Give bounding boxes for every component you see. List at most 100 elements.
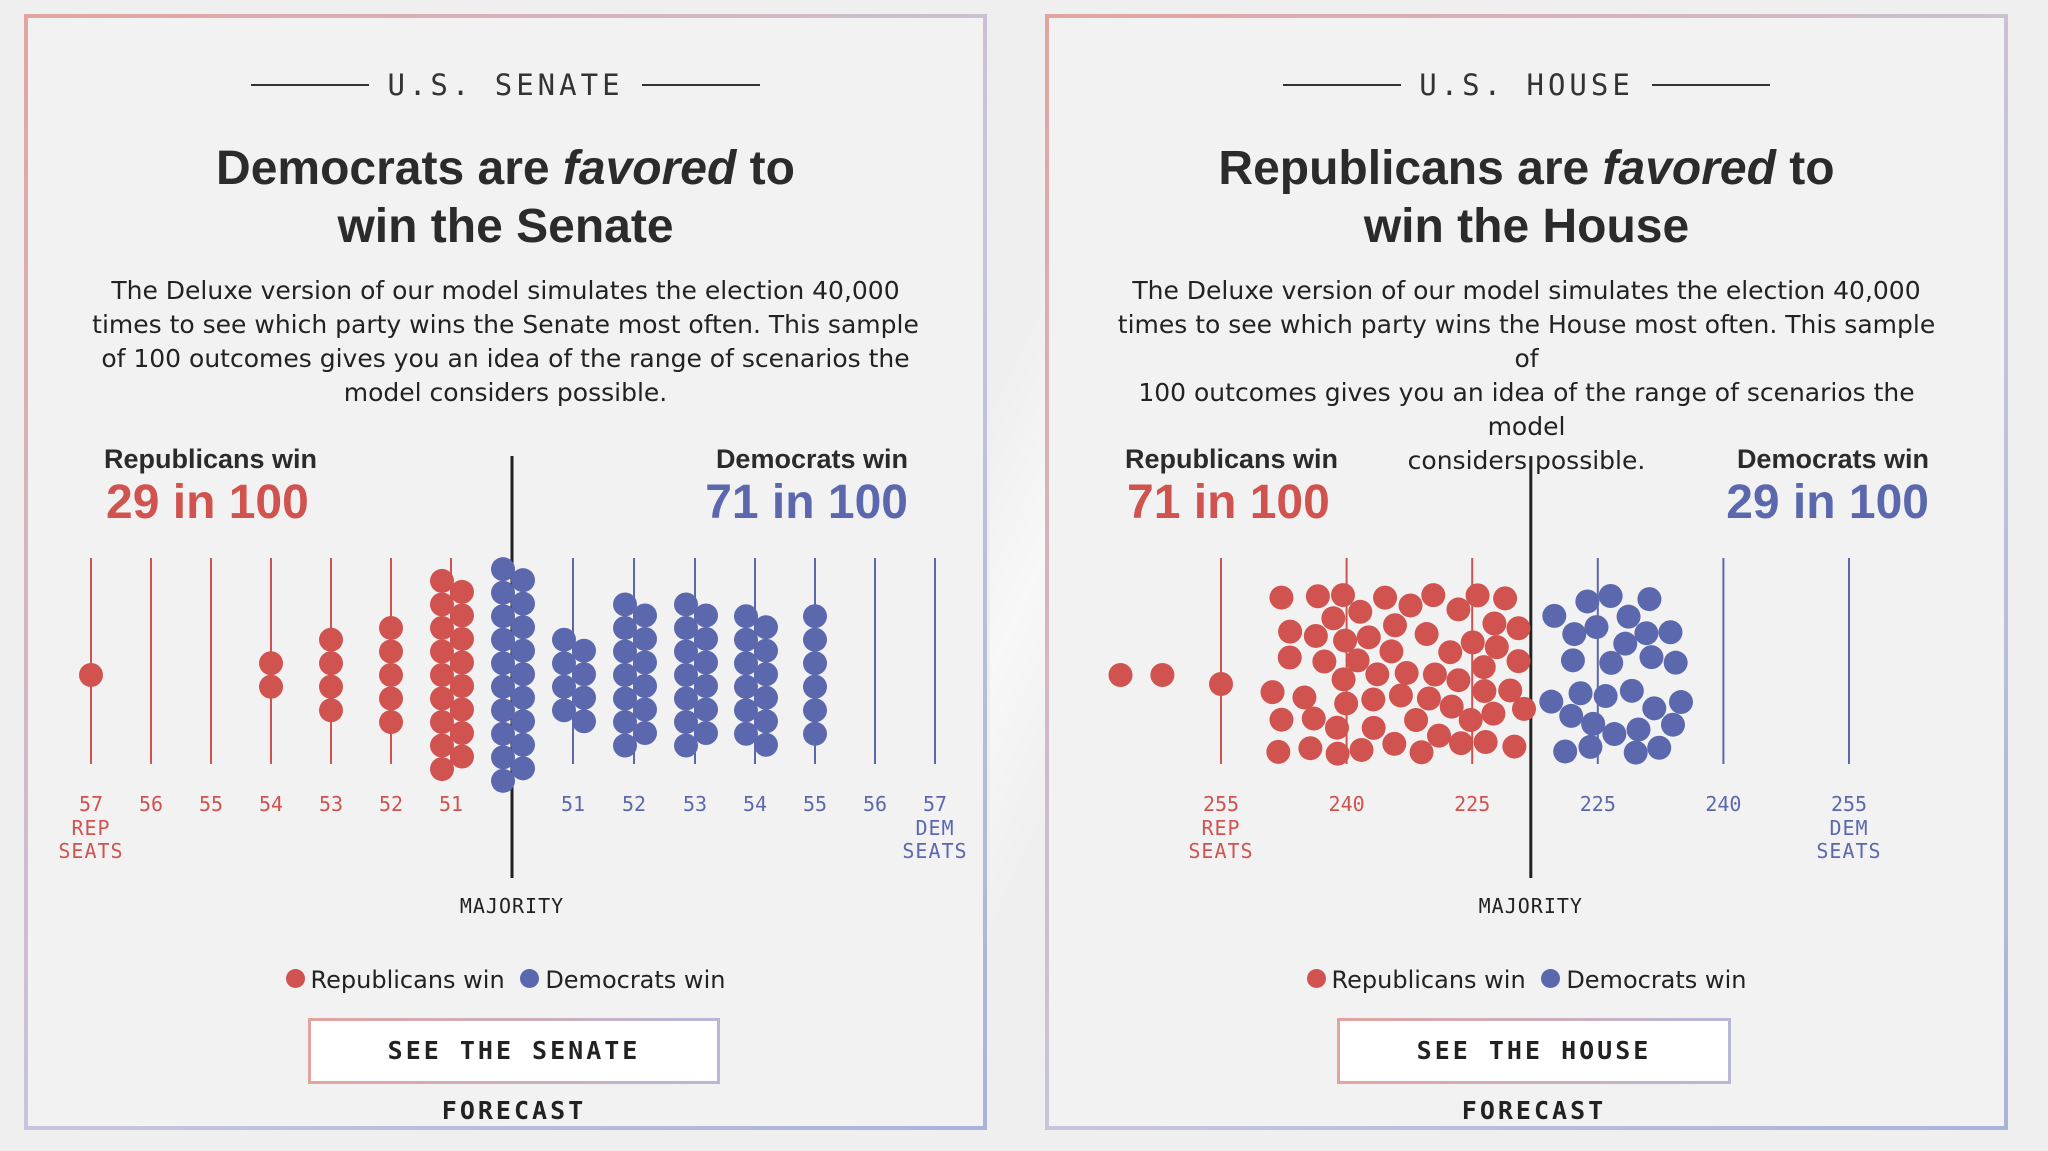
legend-dem-label: Democrats win: [1566, 966, 1747, 994]
rep-win-label: Republicans win: [104, 444, 317, 474]
blurb-line: of 100 outcomes gives you an idea of the…: [101, 344, 910, 373]
dem-outcome-dot: [633, 626, 657, 651]
rep-outcome-dot: [1382, 731, 1407, 756]
dem-outcome-dot: [633, 674, 657, 698]
rep-outcome-dot: [430, 639, 454, 664]
dem-outcome-dot: [754, 662, 778, 687]
rep-outcome-dot: [1321, 606, 1346, 631]
seat-tick-label: 51: [439, 792, 463, 816]
rep-outcome-dot: [1422, 662, 1447, 687]
rep-outcome-dot: [1305, 584, 1330, 609]
seat-tick-label: 57: [79, 792, 103, 816]
rep-outcome-dot: [1511, 696, 1536, 721]
dem-outcome-dot: [613, 686, 637, 711]
seat-tick-label: 54: [743, 792, 767, 816]
dem-outcome-dot: [1634, 621, 1659, 646]
rep-outcome-dot: [1379, 639, 1404, 664]
dem-outcome-dot: [1542, 603, 1567, 628]
dem-outcome-dot: [552, 674, 576, 699]
seat-tick-label: 57: [923, 792, 947, 816]
headline-text: to: [736, 142, 795, 195]
dem-outcome-dot: [491, 627, 515, 652]
rep-outcome-dot: [1446, 668, 1471, 693]
dem-outcome-dot: [511, 638, 535, 663]
dem-outcome-dot: [1602, 722, 1627, 747]
seat-tick-label: 51: [561, 792, 585, 816]
dem-outcome-dot: [694, 697, 718, 722]
seat-tick-label: 53: [683, 792, 707, 816]
blurb-line: The Deluxe version of our model simulate…: [111, 276, 900, 305]
dem-outcome-dot: [694, 674, 718, 698]
seat-tick-label: 240: [1705, 792, 1741, 816]
dem-outcome-dot: [613, 710, 637, 735]
rep-outcome-dot: [1333, 628, 1358, 653]
legend-dem-label: Democrats win: [545, 966, 726, 994]
rep-outcome-dot: [1472, 679, 1497, 704]
dem-outcome-dot: [572, 685, 596, 710]
dem-outcome-dot: [1581, 711, 1606, 736]
rep-outcome-dot: [450, 744, 474, 769]
rep-outcome-dot: [430, 733, 454, 758]
rep-outcome-dot: [1404, 708, 1429, 733]
see-house-forecast-button[interactable]: SEE THE HOUSE FORECAST: [1337, 1018, 1731, 1125]
rep-outcome-dot: [1356, 625, 1381, 650]
dem-outcome-dot: [1613, 631, 1638, 656]
dem-outcome-dot: [1553, 739, 1578, 764]
rep-outcome-dot: [1473, 729, 1498, 754]
kicker-rule-left: [251, 84, 370, 86]
headline-line2: win the Senate: [337, 200, 674, 253]
rep-outcome-dot: [1484, 635, 1509, 660]
rep-outcome-dot: [1373, 585, 1398, 610]
rep-outcome-dot: [1150, 663, 1175, 687]
rep-outcome-dot: [1446, 597, 1471, 622]
dem-outcome-dot: [511, 615, 535, 640]
house-card: U.S. HOUSE Republicans are favored to wi…: [1045, 14, 2008, 1130]
rep-outcome-dot: [1421, 583, 1446, 608]
dem-outcome-dot: [633, 721, 657, 746]
dem-outcome-dot: [1658, 620, 1683, 645]
rep-outcome-dot: [450, 674, 474, 698]
rep-outcome-dot: [1498, 678, 1523, 703]
see-senate-forecast-button[interactable]: SEE THE SENATE FORECAST: [308, 1018, 720, 1125]
dem-outcome-dot: [1642, 696, 1667, 721]
rep-outcome-dot: [319, 627, 343, 652]
blurb-line: 100 outcomes gives you an idea of the ra…: [1138, 378, 1915, 441]
rep-outcome-dot: [1506, 616, 1531, 641]
dem-outcome-dot: [491, 557, 515, 582]
dem-outcome-dot: [491, 674, 515, 699]
rep-outcome-dot: [379, 710, 403, 735]
rep-outcome-dot: [1278, 619, 1303, 644]
rep-outcome-dot: [450, 697, 474, 722]
dem-outcome-dot: [1578, 734, 1603, 759]
headline-text: Democrats are: [216, 142, 563, 195]
rep-outcome-dot: [1493, 586, 1518, 611]
blurb-line: considers possible.: [1407, 446, 1646, 475]
dem-outcome-dot: [552, 698, 576, 723]
dem-outcome-dot: [734, 721, 758, 746]
senate-legend: Republicans win Democrats win: [28, 966, 983, 994]
dem-outcome-dot: [754, 638, 778, 663]
rep-outcome-dot: [1460, 630, 1485, 655]
rep-outcome-dot: [1361, 715, 1386, 740]
legend-dem: Democrats win: [1541, 966, 1746, 994]
dem-outcome-dot: [803, 651, 827, 676]
seat-tick-label: 53: [319, 792, 343, 816]
dem-outcome-dot: [1647, 735, 1672, 760]
rep-win-value: 71 in 100: [1127, 476, 1330, 529]
majority-label: MAJORITY: [460, 894, 564, 918]
legend-rep: Republicans win: [1306, 966, 1526, 994]
legend-rep: Republicans win: [285, 966, 505, 994]
dem-outcome-dot: [1669, 690, 1694, 715]
blurb-line: The Deluxe version of our model simulate…: [1132, 276, 1921, 305]
dem-outcome-dot: [674, 686, 698, 711]
dem-outcome-dot: [1637, 587, 1662, 612]
dem-outcome-dot: [552, 627, 576, 652]
rep-outcome-dot: [430, 757, 454, 782]
dem-outcome-dot: [674, 615, 698, 640]
headline-line2: win the House: [1363, 200, 1690, 253]
seat-tick-sublabel: DEM: [915, 816, 954, 840]
rep-outcome-dot: [319, 674, 343, 699]
dem-outcome-dot: [613, 639, 637, 664]
dem-outcome-dot: [674, 639, 698, 664]
